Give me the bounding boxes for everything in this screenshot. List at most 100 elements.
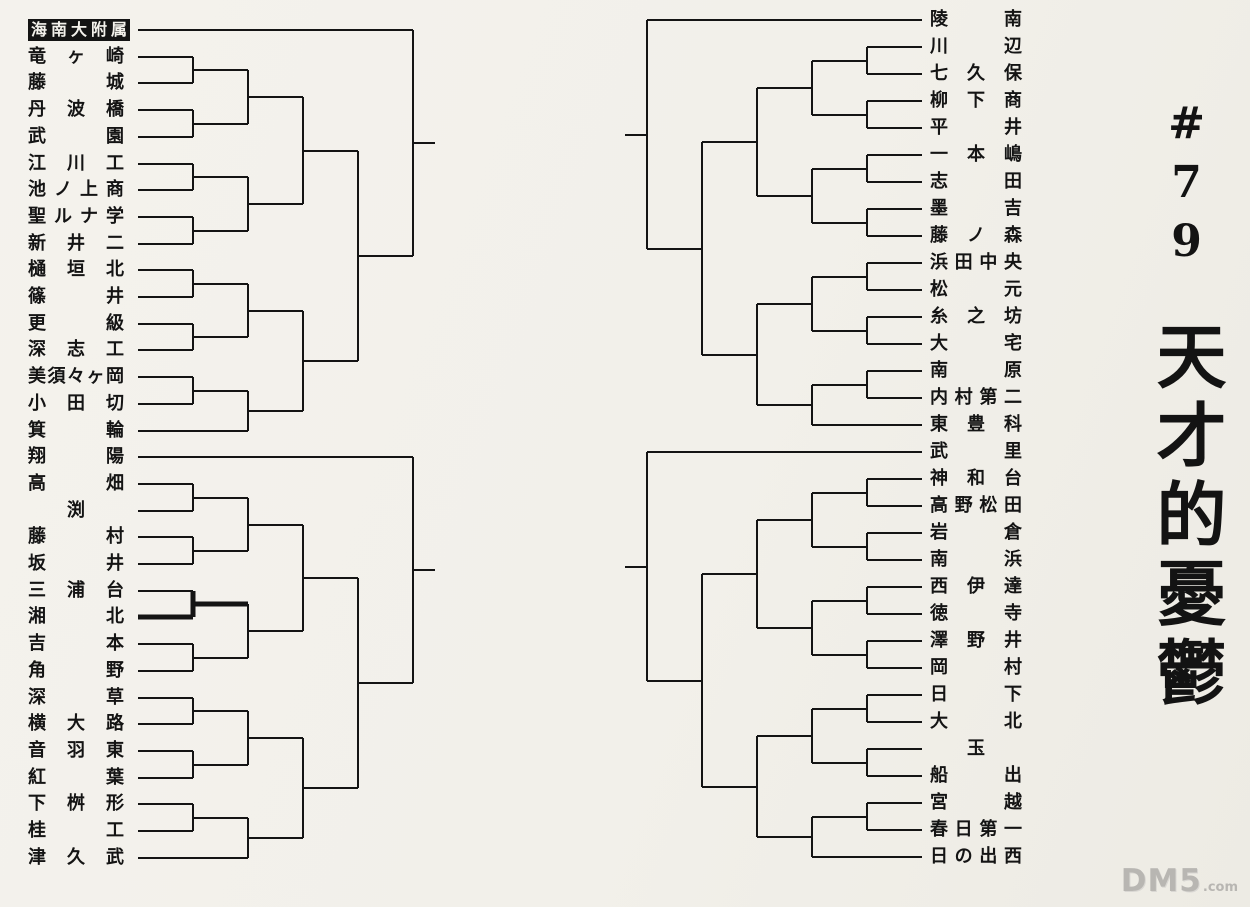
team-name-char: 美 — [28, 366, 46, 387]
team-name-char: 松 — [979, 495, 998, 516]
team-name: 澤野井 — [930, 630, 1022, 652]
team-name-char: 嶋 — [1004, 144, 1022, 165]
team-name-char: 湘 — [28, 606, 46, 627]
team-name-char: 科 — [1004, 414, 1022, 435]
team-name: 津久武 — [28, 847, 124, 869]
team-name-char: 大 — [930, 711, 948, 732]
team-name-char: 聖 — [28, 206, 46, 227]
team-name-char: 路 — [106, 713, 124, 734]
team-name-char: 南 — [50, 20, 67, 39]
team-name-char: 下 — [1004, 684, 1022, 705]
team-name-char: 藤 — [28, 526, 46, 547]
team-name-char: 波 — [67, 99, 85, 120]
team-name-char: 墨 — [930, 198, 948, 219]
team-name-char: ノ — [967, 225, 985, 246]
team-name-char: 井 — [106, 553, 124, 574]
team-name: 浜田中央 — [930, 252, 1022, 274]
team-name-char: 井 — [67, 233, 85, 254]
team-name-char: 橋 — [106, 99, 124, 120]
team-name-char: 角 — [28, 660, 46, 681]
team-name-char: 二 — [106, 233, 124, 254]
team-name-char: 藤 — [28, 72, 46, 93]
team-name-char: 大 — [930, 333, 948, 354]
team-name-char: 央 — [1003, 252, 1022, 273]
team-name-char: 南 — [1004, 9, 1022, 30]
team-name: 墨吉 — [930, 198, 1022, 220]
team-name-char: 池 — [28, 179, 46, 200]
team-name-char: 村 — [1004, 657, 1022, 678]
team-name-char: 保 — [1004, 63, 1022, 84]
team-name-char: 二 — [1003, 387, 1022, 408]
team-name: 海南大附属 — [28, 19, 130, 41]
team-name-char: 徳 — [930, 603, 948, 624]
team-name-char: 深 — [28, 339, 46, 360]
team-name-char: 田 — [67, 393, 85, 414]
team-name-char: 音 — [28, 740, 46, 761]
team-name-char: 渕 — [67, 500, 85, 521]
team-name: 美須々ヶ岡 — [28, 366, 124, 388]
team-name: 箕輪 — [28, 420, 124, 442]
team-name-char: 形 — [106, 793, 124, 814]
team-name: 下桝形 — [28, 793, 124, 815]
team-name-char: 草 — [106, 687, 124, 708]
team-name: 聖ルナ学 — [28, 206, 124, 228]
team-name: 藤村 — [28, 526, 124, 548]
team-name-char: 吉 — [28, 633, 46, 654]
team-name-char: 園 — [106, 126, 124, 147]
team-name-char: 横 — [28, 713, 46, 734]
team-name-char: 川 — [930, 36, 948, 57]
team-name: 更級 — [28, 313, 124, 335]
team-name: 糸之坊 — [930, 306, 1022, 328]
watermark-suffix: .com — [1202, 880, 1238, 895]
team-name: 大宅 — [930, 333, 1022, 355]
team-name-char: 川 — [67, 153, 85, 174]
team-name-char: 陵 — [930, 9, 948, 30]
team-name: 岩倉 — [930, 522, 1022, 544]
team-name: 春日第一 — [930, 819, 1022, 841]
team-name-char: 豊 — [967, 414, 985, 435]
team-name-char: 春 — [930, 819, 948, 840]
team-name-char: 田 — [1004, 171, 1022, 192]
team-name-char: 七 — [930, 63, 948, 84]
team-name-char: ヶ — [86, 366, 105, 387]
watermark-logo: DM5 — [1120, 863, 1202, 899]
team-name: 宮越 — [930, 792, 1022, 814]
team-name-char: 下 — [967, 90, 985, 111]
team-name-char: 平 — [930, 117, 948, 138]
team-name-char: 日 — [954, 819, 973, 840]
team-name-char: 附 — [90, 20, 107, 39]
team-name-char: 村 — [106, 526, 124, 547]
team-name-char: 大 — [70, 20, 87, 39]
team-name-char: 工 — [106, 339, 124, 360]
team-name-char: 属 — [110, 20, 127, 39]
team-name-char: 浜 — [1004, 549, 1022, 570]
team-name-char: 丹 — [28, 99, 46, 120]
team-name: 武里 — [930, 441, 1022, 463]
team-name-char: 坊 — [1004, 306, 1022, 327]
team-name-char: 宅 — [1004, 333, 1022, 354]
team-name-char: 樋 — [28, 259, 46, 280]
team-name: 一本嶋 — [930, 144, 1022, 166]
team-name-char: 藤 — [930, 225, 948, 246]
team-name-char: 浜 — [930, 252, 948, 273]
team-name-char: 野 — [106, 660, 124, 681]
team-name-char: 武 — [930, 441, 948, 462]
team-name: 日下 — [930, 684, 1022, 706]
team-name-char: 出 — [1004, 765, 1022, 786]
team-name-char: 江 — [28, 153, 46, 174]
team-name-char: 高 — [28, 473, 46, 494]
team-name-char: 商 — [1004, 90, 1022, 111]
team-name-char: 級 — [106, 313, 124, 334]
team-name: 七久保 — [930, 63, 1022, 85]
team-name: 深志工 — [28, 339, 124, 361]
team-name: 丹波橋 — [28, 99, 124, 121]
team-name: 池ノ上商 — [28, 179, 124, 201]
team-name-char: 伊 — [967, 576, 985, 597]
team-name-char: 野 — [954, 495, 973, 516]
team-name-char: ル — [54, 206, 72, 227]
team-name-char: 三 — [28, 580, 46, 601]
team-name-char: 井 — [1004, 630, 1022, 651]
team-name-char: 浦 — [67, 580, 85, 601]
watermark: DM5 .com — [1121, 863, 1238, 899]
team-name-char: 北 — [106, 259, 124, 280]
